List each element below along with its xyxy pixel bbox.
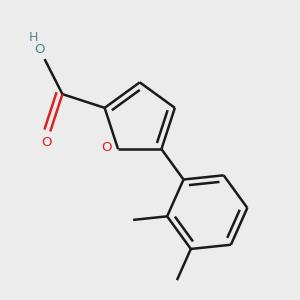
Text: O: O xyxy=(101,141,111,154)
Text: O: O xyxy=(34,43,45,56)
Text: O: O xyxy=(41,136,52,149)
Text: H: H xyxy=(29,31,38,44)
